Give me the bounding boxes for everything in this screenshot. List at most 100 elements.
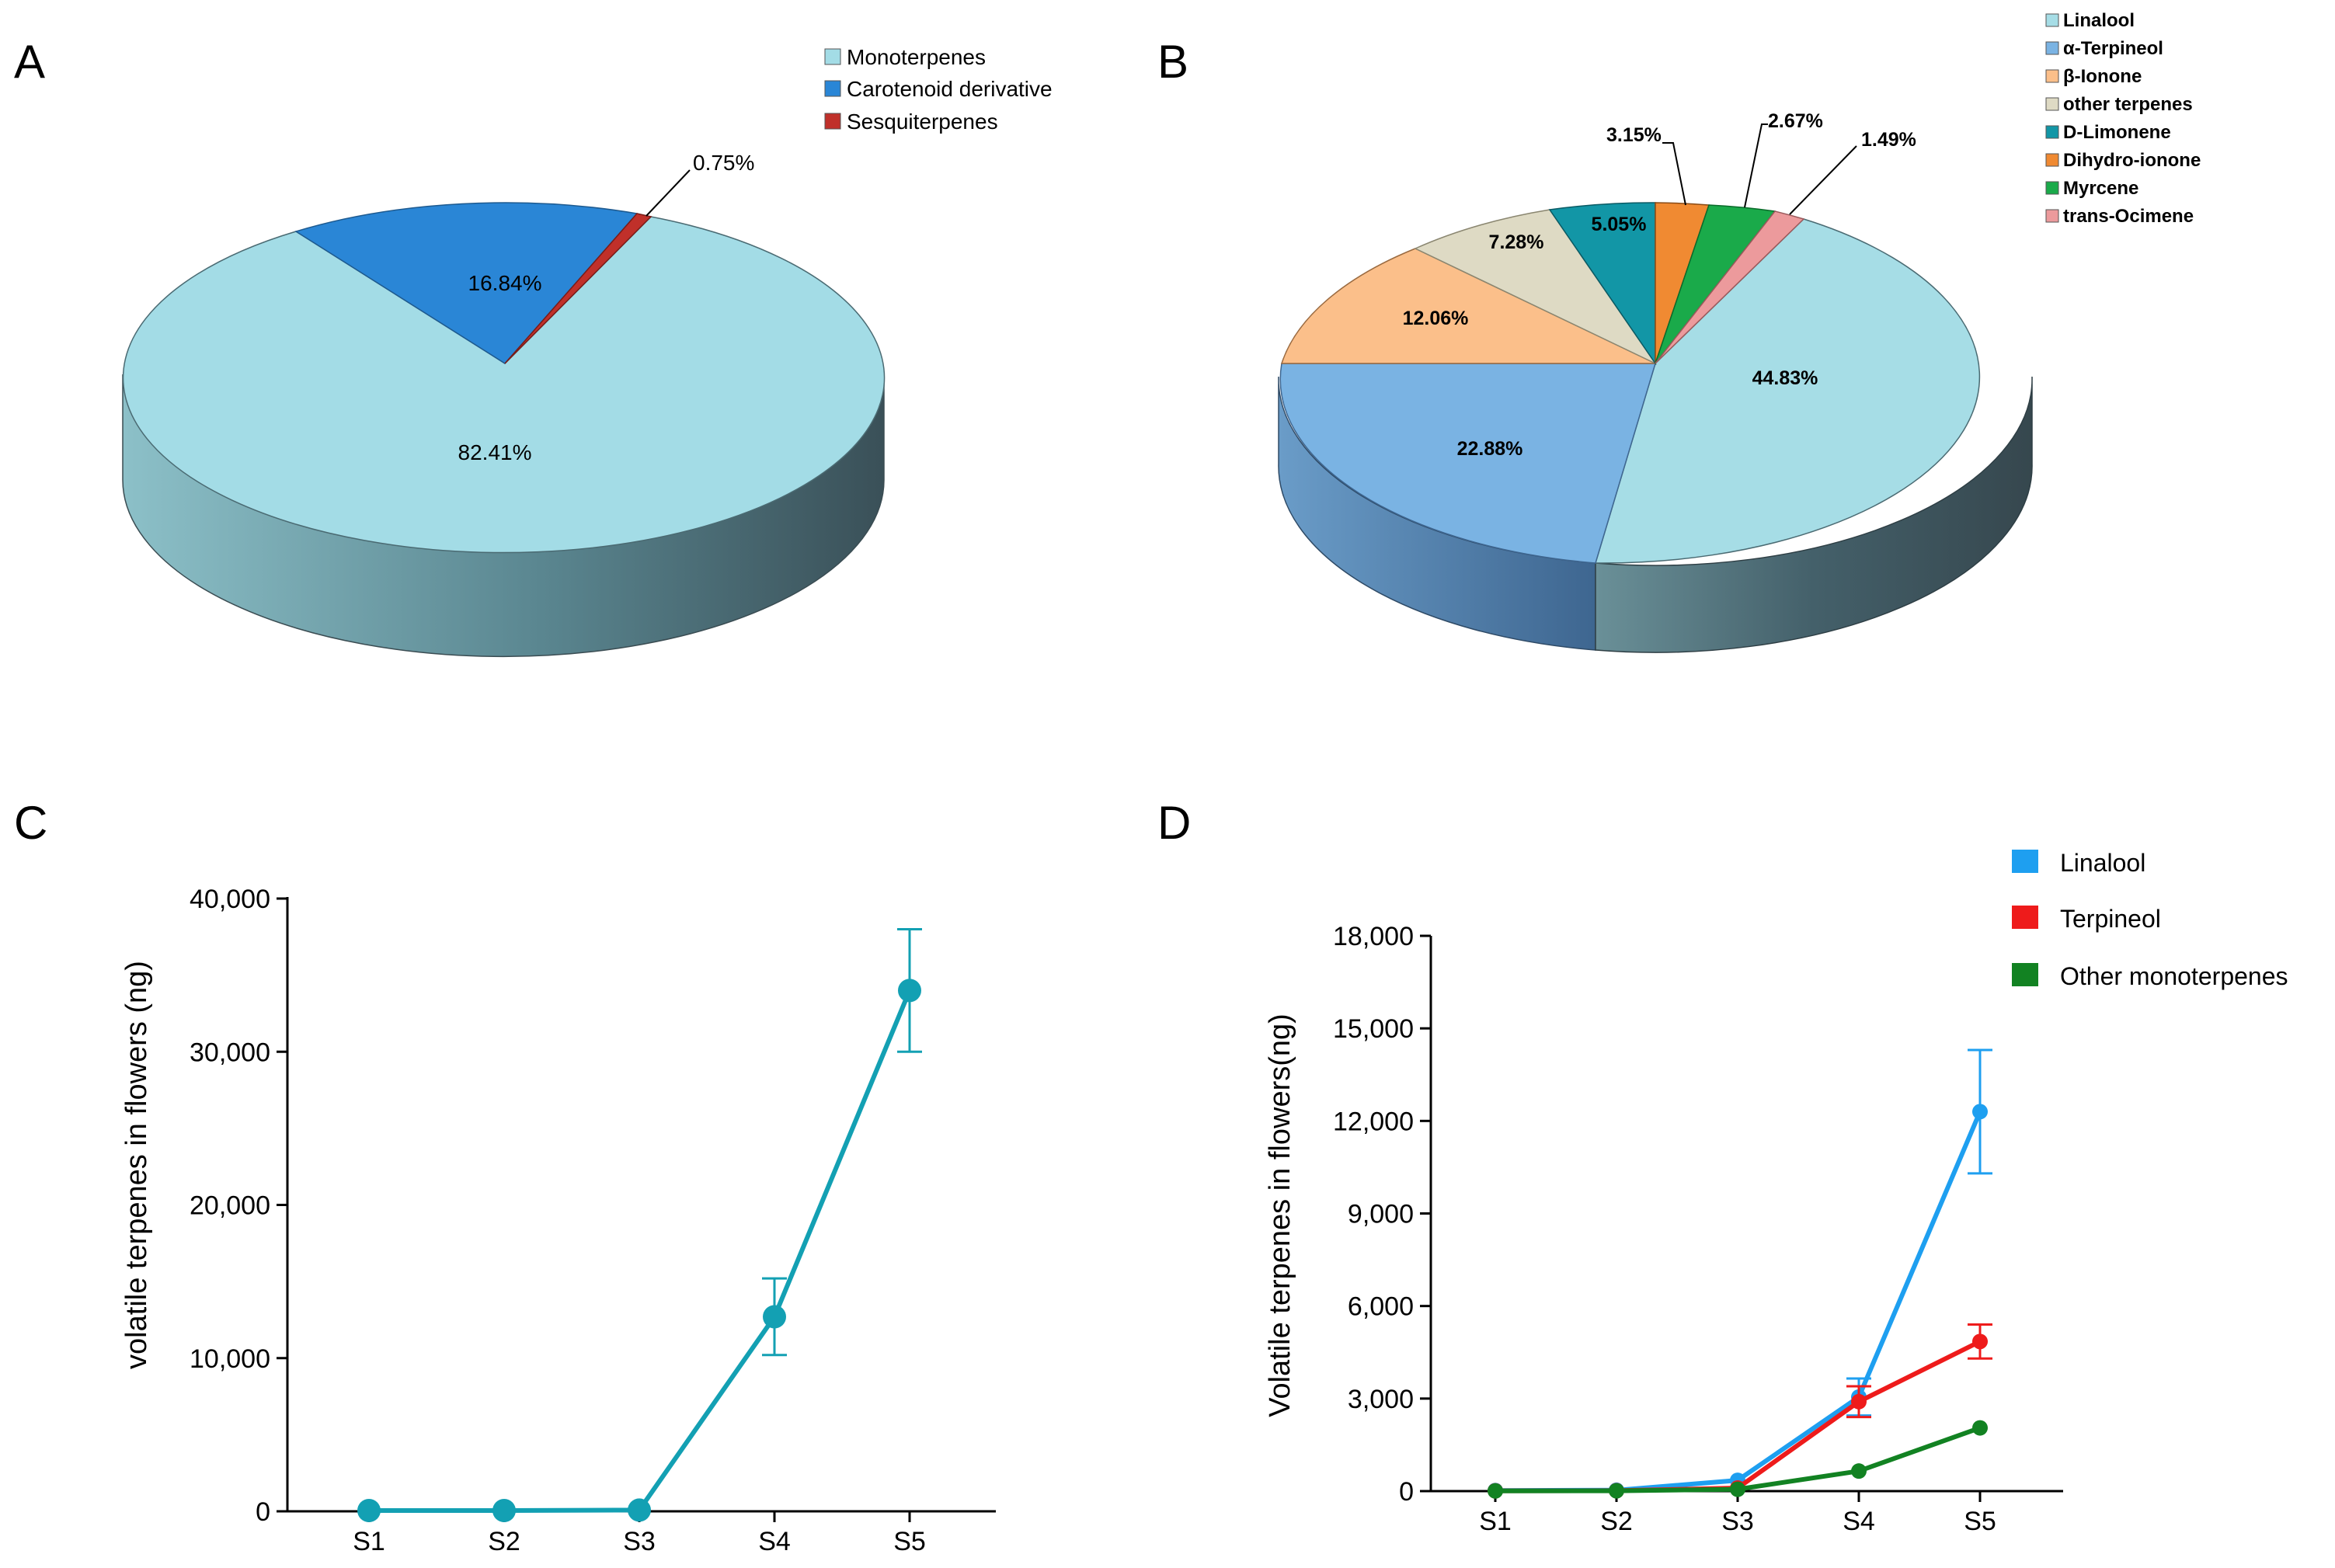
legend-d-swatch-linalool [2012,850,2038,873]
legend-b-swatch-ocimene [2045,209,2059,223]
data-point-other-monoterpenes [1609,1483,1624,1499]
pie-b-label-other: 7.28% [1489,231,1544,253]
y-tick-label: 10,000 [190,1344,270,1374]
legend-d-label-other: Other monoterpenes [2060,962,2288,990]
y-tick-label: 6,000 [1348,1292,1414,1322]
pie-b-label-ionone: 12.06% [1403,308,1469,329]
pie-b-slice-ionone [1280,248,1656,364]
legend-b-swatch-terpineol [2045,41,2059,55]
d-y-axis-label: Volatile terpenes in flowers(ng) [1264,1013,1296,1417]
panel-c-letter: C [14,797,47,849]
y-tick-label: 15,000 [1333,1014,1414,1044]
legend-b-label-limonene: D-Limonene [2063,122,2171,143]
series-line-terpineol [1495,1339,1982,1493]
panel-d: D Volatile terpenes in flowers(ng) 0 3,00… [1157,797,2288,1536]
data-point-other-monoterpenes [1972,1420,1988,1436]
legend-a-swatch-monoterpenes [824,48,841,65]
data-point-total-volatile-terpenes [763,1305,786,1329]
pie-b-slice-terpineol [1279,363,1657,564]
x-tick-label: S1 [1479,1507,1512,1536]
pie-a-label-sesquiterpenes: 0.75% [693,151,754,175]
y-tick-label: 0 [256,1497,270,1527]
legend-a-label-sesquiterpenes: Sesquiterpenes [847,110,998,134]
legend-b-label-ocimene: trans-Ocimene [2063,206,2194,227]
c-y-axis-label: volatile terpenes in flowers (ng) [120,961,153,1369]
pie-b-side-linalool [1595,376,2033,653]
series-line-linalool [1495,1111,1982,1493]
pie-b-leader-ocimene [1789,145,1857,215]
x-tick-label: S2 [488,1527,520,1556]
y-tick-label: 9,000 [1348,1200,1414,1229]
data-point-total-volatile-terpenes [492,1499,516,1523]
legend-b-label-terpineol: α-Terpineol [2063,38,2163,59]
legend-d-swatch-other [2012,963,2038,986]
pie-a-slice-monoterpenes [122,216,886,554]
pie-b-label-ocimene: 1.49% [1861,129,1916,151]
legend-b-label-dihydro: Dihydro-ionone [2063,150,2201,171]
x-tick-label: S3 [623,1527,656,1556]
legend-a-label-carotenoid: Carotenoid derivative [847,77,1053,101]
pie-b-slice-ocimene [1655,210,1805,364]
y-tick-label: 40,000 [190,885,270,914]
legend-b-label-linalool: Linalool [2063,10,2135,31]
pie-b-label-linalool: 44.83% [1752,367,1818,389]
data-point-total-volatile-terpenes [898,979,921,1003]
y-tick-label: 18,000 [1333,922,1414,951]
legend-a-label-monoterpenes: Monoterpenes [847,45,986,69]
x-tick-label: S5 [1964,1507,1996,1536]
d-y-ticks: 0 3,000 6,000 9,000 12,000 15,000 18,000 [1333,922,1431,1507]
c-y-ticks: 0 10,000 20,000 30,000 40,000 [190,885,287,1527]
legend-b-swatch-linalool [2045,13,2059,27]
legend-a-swatch-sesquiterpenes [824,113,841,130]
x-tick-label: S4 [1843,1507,1875,1536]
legend-b-swatch-dihydro [2045,153,2059,167]
y-tick-label: 30,000 [190,1038,270,1067]
x-tick-label: S2 [1600,1507,1633,1536]
pie-b-label-terpineol: 22.88% [1457,438,1523,460]
c-x-ticks: S1 S2 S3 S4 S5 [353,1511,926,1556]
legend-b-label-myrcene: Myrcene [2063,178,2138,199]
pie-b-slice-other [1414,209,1658,365]
legend-d-label-linalool: Linalool [2060,849,2145,877]
panel-d-letter: D [1157,797,1191,849]
y-tick-label: 0 [1399,1477,1414,1507]
d-series [1488,1048,1992,1499]
pie-b-leader-dihydro [1662,142,1686,206]
c-series [357,927,922,1523]
x-tick-label: S1 [353,1527,385,1556]
data-point-other-monoterpenes [1488,1483,1503,1499]
legend-d-swatch-terpineol [2012,906,2038,929]
pie-b-leader-myrcene [1744,123,1768,208]
data-point-total-volatile-terpenes [357,1499,381,1523]
legend-b-swatch-limonene [2045,125,2059,139]
y-tick-label: 12,000 [1333,1107,1414,1136]
legend-b-swatch-other [2045,97,2059,111]
x-tick-label: S4 [758,1527,791,1556]
data-point-other-monoterpenes [1851,1463,1867,1479]
legend-a-swatch-carotenoid [824,80,841,97]
legend-b-swatch-myrcene [2045,181,2059,195]
pie-b-label-myrcene: 2.67% [1768,110,1823,132]
pie-b-label-limonene: 5.05% [1592,214,1647,235]
series-line-total-volatile-terpenes [369,989,912,1514]
pie-b-label-dihydro: 3.15% [1606,124,1662,146]
panel-c: C volatile terpenes in flowers (ng) 0 10,… [14,797,996,1556]
panel-a: A 82.41% 16.84% 0.75% Monoterpenes Carot… [14,36,1053,658]
legend-b: Linalool α-Terpineol β-Ionone other terp… [2045,10,2201,227]
d-x-ticks: S1 S2 S3 S4 S5 [1479,1491,1996,1536]
legend-d-label-terpineol: Terpineol [2060,905,2161,933]
pie-a-slice-carotenoid [294,202,639,364]
panel-a-letter: A [14,36,45,88]
panel-b: B 44.83% 22.88% 12.06% 7.28% 5.05% 3.15%… [1157,10,2201,653]
panel-b-letter: B [1157,36,1188,88]
pie-a-leader-sesquiterpenes [646,169,691,217]
data-point-total-volatile-terpenes [628,1498,651,1522]
pie-a-slice-sesquiterpenes [504,213,652,364]
y-tick-label: 20,000 [190,1191,270,1221]
pie-a-label-carotenoid: 16.84% [468,271,542,295]
pie-b-slice-linalool [1594,218,1981,564]
data-point-other-monoterpenes [1730,1481,1745,1497]
data-point-linalool [1972,1104,1988,1120]
legend-b-label-other: other terpenes [2063,94,2193,115]
